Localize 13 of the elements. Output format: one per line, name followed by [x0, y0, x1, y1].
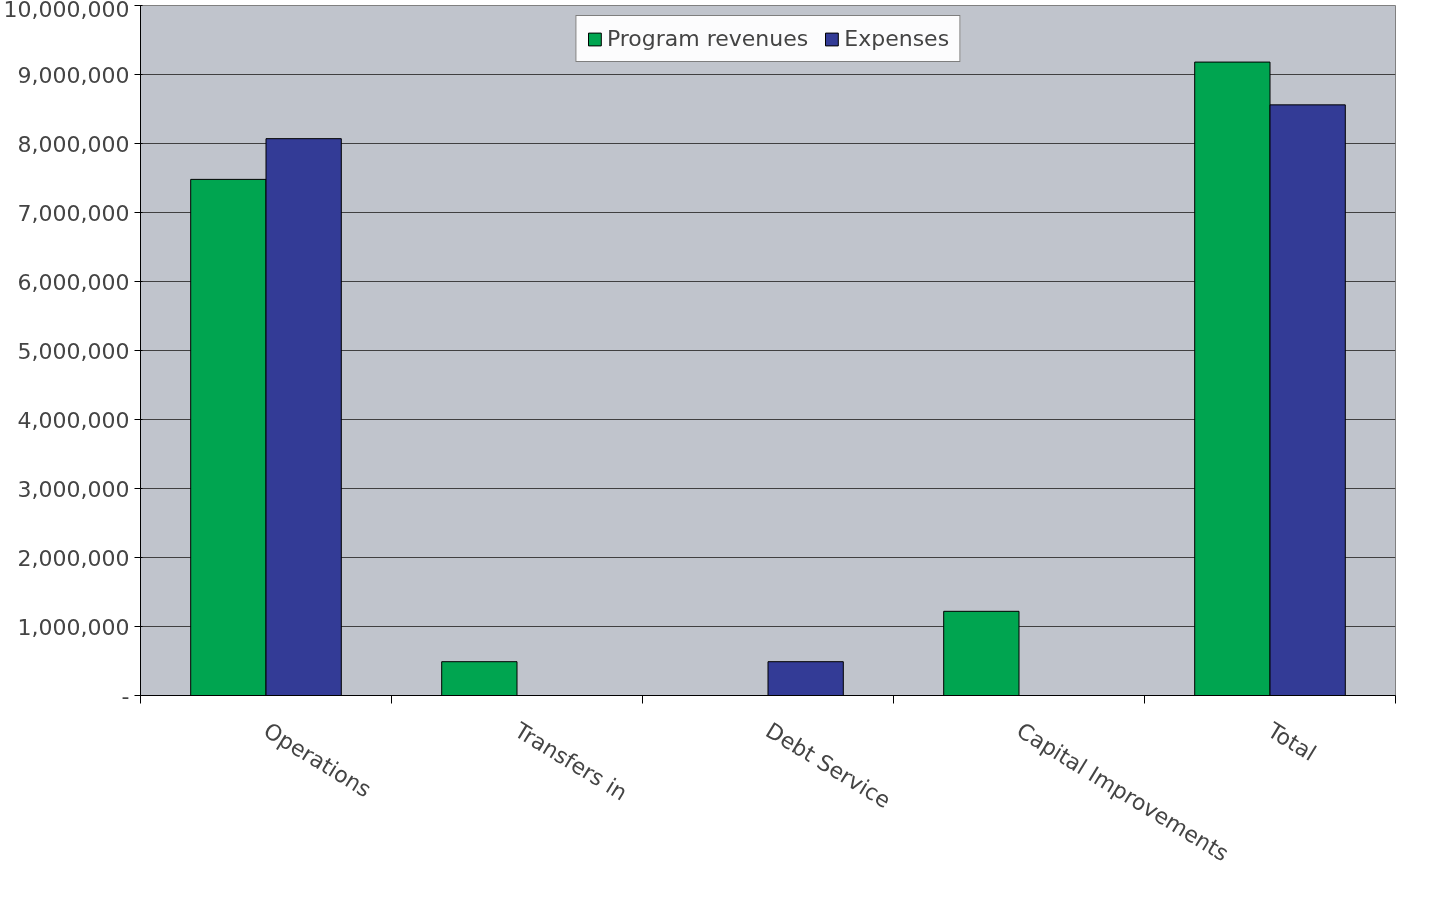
- y-tick-label: -: [121, 683, 130, 709]
- y-tick-label: 2,000,000: [17, 545, 130, 571]
- legend-label: Program revenues: [606, 26, 809, 51]
- y-tick-label: 9,000,000: [17, 62, 130, 88]
- y-tick-label: 6,000,000: [17, 269, 130, 295]
- y-tick-label: 1,000,000: [17, 614, 130, 640]
- y-tick-label: 7,000,000: [17, 200, 130, 226]
- y-tick-label: 4,000,000: [17, 407, 130, 433]
- y-tick-label: 10,000,000: [3, 0, 130, 22]
- y-tick-label: 3,000,000: [17, 476, 130, 502]
- y-tick-label: 5,000,000: [17, 338, 130, 364]
- y-tick-label: 8,000,000: [17, 131, 130, 157]
- legend-label: Expenses: [844, 26, 950, 51]
